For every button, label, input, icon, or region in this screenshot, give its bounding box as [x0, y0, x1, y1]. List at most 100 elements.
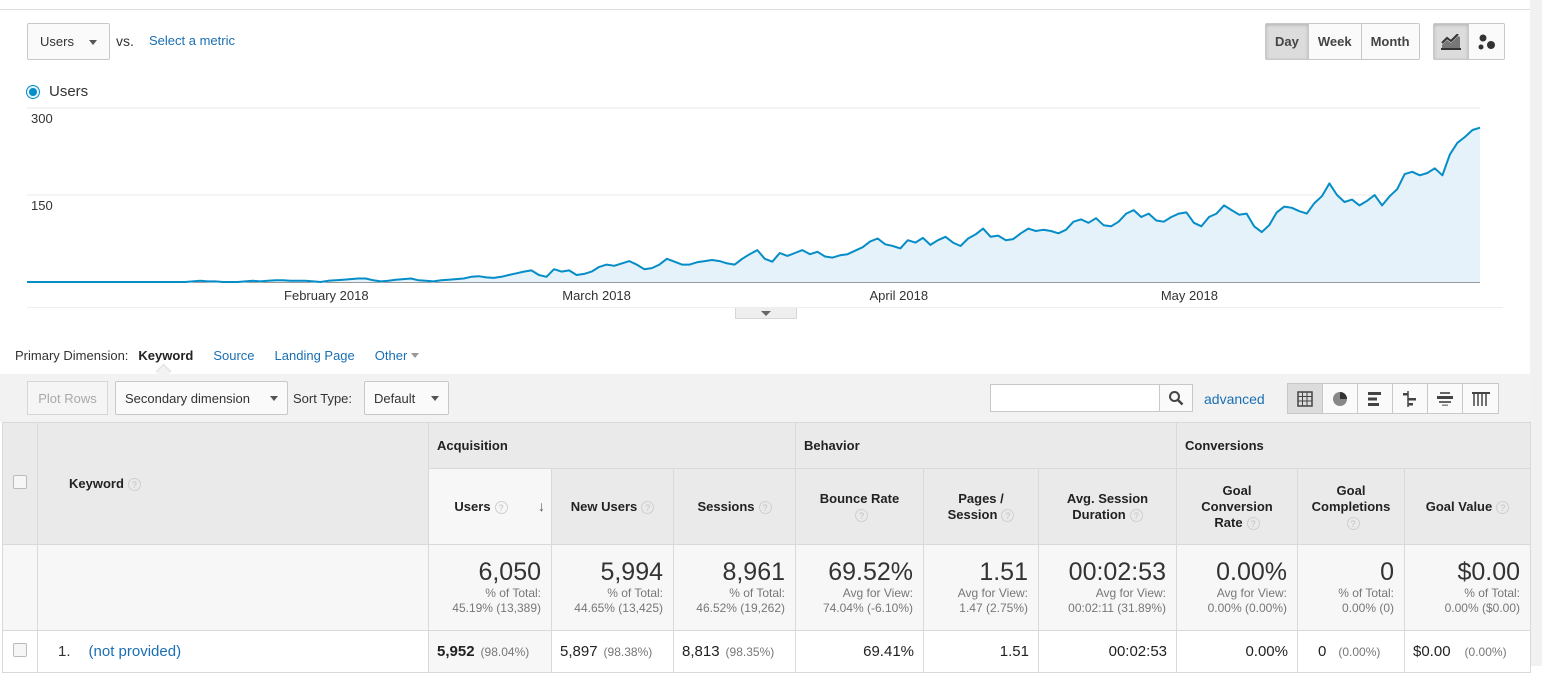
- col-pages-session-label-1: Pages /: [958, 490, 1004, 506]
- col-goal-conversion-rate[interactable]: Goal Conversion Rate?: [1176, 468, 1298, 545]
- col-avg-duration-label-1: Avg. Session: [1066, 490, 1149, 506]
- col-avg-session-duration[interactable]: Avg. Session Duration?: [1038, 468, 1177, 545]
- table-row[interactable]: 1. (not provided) 5,952 (98.04%) 5,897 (98.…: [2, 630, 1531, 673]
- sessions-value: 8,813: [682, 643, 720, 660]
- col-goal-completions[interactable]: Goal Completions?: [1297, 468, 1405, 545]
- comparison-view-button[interactable]: [1393, 384, 1428, 413]
- chevron-down-icon: [761, 310, 771, 316]
- line-chart-button[interactable]: [1434, 24, 1469, 59]
- total-sub-label: Avg for View:: [1216, 586, 1287, 600]
- help-icon[interactable]: ?: [1246, 516, 1260, 530]
- totals-blank-cell: [2, 544, 38, 631]
- keyword-column-header[interactable]: Keyword?: [37, 422, 429, 545]
- col-sessions[interactable]: Sessions?: [673, 468, 796, 545]
- report-table: Keyword? Acquisition Behavior Conversion…: [2, 422, 1531, 673]
- col-users-label: Users: [454, 498, 491, 514]
- help-icon[interactable]: ?: [1496, 500, 1510, 514]
- goal-conversion-cell: 0.00%: [1176, 630, 1298, 673]
- help-icon[interactable]: ?: [127, 478, 141, 492]
- chevron-down-icon: [411, 353, 420, 358]
- goal-value-cell: $0.00 (0.00%): [1404, 630, 1531, 673]
- dimension-other-menu[interactable]: Other: [375, 348, 420, 363]
- users-cell: 5,952 (98.04%): [428, 630, 552, 673]
- scrollbar-track[interactable]: [1530, 0, 1542, 666]
- performance-bars-icon: [1368, 391, 1381, 406]
- users-pct: (98.04%): [480, 645, 530, 659]
- users-line-chart[interactable]: 300 150 February 2018 March 2018 April 2018…: [0, 100, 1530, 308]
- total-sub-value: 45.19% (13,389): [452, 601, 541, 615]
- group-acquisition: Acquisition: [428, 422, 796, 469]
- month-button[interactable]: Month: [1361, 24, 1419, 59]
- sort-descending-icon[interactable]: ↓: [538, 498, 545, 514]
- col-sessions-label: Sessions: [697, 498, 755, 514]
- secondary-dimension-select[interactable]: Secondary dimension: [115, 381, 288, 415]
- row-checkbox[interactable]: [13, 642, 27, 657]
- chart-y-ticks: 300 150: [31, 111, 53, 213]
- dimension-other-label: Other: [374, 348, 408, 363]
- help-icon[interactable]: ?: [1346, 516, 1360, 530]
- col-pages-session[interactable]: Pages / Session?: [923, 468, 1039, 545]
- search-button[interactable]: [1159, 384, 1193, 412]
- plot-rows-button[interactable]: Plot Rows: [27, 381, 108, 415]
- help-icon[interactable]: ?: [1001, 508, 1015, 522]
- performance-view-button[interactable]: [1358, 384, 1393, 413]
- y-tick-label: 300: [31, 111, 53, 126]
- col-bounce-rate[interactable]: Bounce Rate?: [795, 468, 924, 545]
- total-users: 6,050% of Total: 45.19% (13,389): [428, 544, 552, 631]
- help-icon[interactable]: ?: [641, 500, 655, 514]
- day-button[interactable]: Day: [1266, 24, 1309, 59]
- chart-collapse-toggle[interactable]: [735, 308, 797, 319]
- motion-chart-button[interactable]: [1469, 24, 1504, 59]
- x-tick-label: February 2018: [284, 288, 369, 303]
- y-tick-label: 150: [31, 198, 53, 213]
- advanced-filter-link[interactable]: advanced: [1204, 391, 1265, 407]
- dimension-source[interactable]: Source: [213, 348, 255, 363]
- series-area-users: [27, 127, 1480, 282]
- row-checkbox-cell[interactable]: [2, 630, 38, 673]
- col-new-users[interactable]: New Users?: [551, 468, 674, 545]
- select-all-cell[interactable]: [2, 422, 38, 545]
- total-avg-duration: 00:02:53 Avg for View: 00:02:11 (31.89%): [1038, 544, 1177, 631]
- col-users[interactable]: Users? ↓: [428, 468, 552, 545]
- select-metric-link[interactable]: Select a metric: [149, 33, 235, 48]
- pages-session-cell: 1.51: [923, 630, 1039, 673]
- total-sessions: 8,961% of Total: 46.52% (19,262): [673, 544, 796, 631]
- x-tick-label: March 2018: [562, 288, 631, 303]
- chart-legend[interactable]: Users: [27, 83, 88, 100]
- legend-label: Users: [49, 83, 89, 100]
- col-goal-value-label: Goal Value: [1425, 498, 1493, 514]
- total-goal-completions: 0% of Total: 0.00% (0): [1297, 544, 1405, 631]
- sort-type-select[interactable]: Default: [364, 381, 449, 415]
- help-icon[interactable]: ?: [1129, 508, 1143, 522]
- chart-x-ticks: February 2018 March 2018 April 2018 May 201…: [284, 288, 1218, 303]
- pivot-view-button[interactable]: [1463, 384, 1498, 413]
- col-goal-value[interactable]: Goal Value?: [1404, 468, 1531, 545]
- help-icon[interactable]: ?: [855, 508, 868, 522]
- term-cloud-view-button[interactable]: [1428, 384, 1463, 413]
- keyword-link[interactable]: (not provided): [88, 643, 182, 660]
- sessions-pct: (98.35%): [725, 645, 775, 659]
- help-icon[interactable]: ?: [494, 500, 508, 514]
- select-all-checkbox[interactable]: [13, 475, 27, 489]
- dimension-keyword[interactable]: Keyword: [138, 348, 194, 363]
- help-icon[interactable]: ?: [758, 500, 772, 514]
- sessions-cell: 8,813 (98.35%): [673, 630, 796, 673]
- table-search-input[interactable]: [990, 384, 1160, 412]
- total-value: 00:02:53: [1068, 558, 1166, 586]
- term-cloud-icon: [1437, 391, 1453, 406]
- col-goal-conv-label-2: Conversion: [1201, 498, 1273, 514]
- sort-type-label: Sort Type:: [293, 391, 353, 406]
- period-selector: Day Week Month: [1265, 23, 1420, 60]
- metric-select[interactable]: Users: [27, 23, 110, 60]
- week-button[interactable]: Week: [1308, 24, 1362, 59]
- bounce-rate-cell: 69.41%: [795, 630, 924, 673]
- data-table-view-button[interactable]: [1288, 384, 1323, 413]
- total-value: 6,050: [478, 558, 541, 586]
- pie-view-button[interactable]: [1323, 384, 1358, 413]
- dimension-landing-page[interactable]: Landing Page: [274, 348, 355, 363]
- total-pages-session: 1.51 Avg for View: 1.47 (2.75%): [923, 544, 1039, 631]
- table-view-selector: [1287, 383, 1499, 414]
- metric-select-label: Users: [40, 34, 74, 49]
- series-line-users: [27, 126, 1481, 283]
- secondary-dimension-label: Secondary dimension: [125, 390, 251, 406]
